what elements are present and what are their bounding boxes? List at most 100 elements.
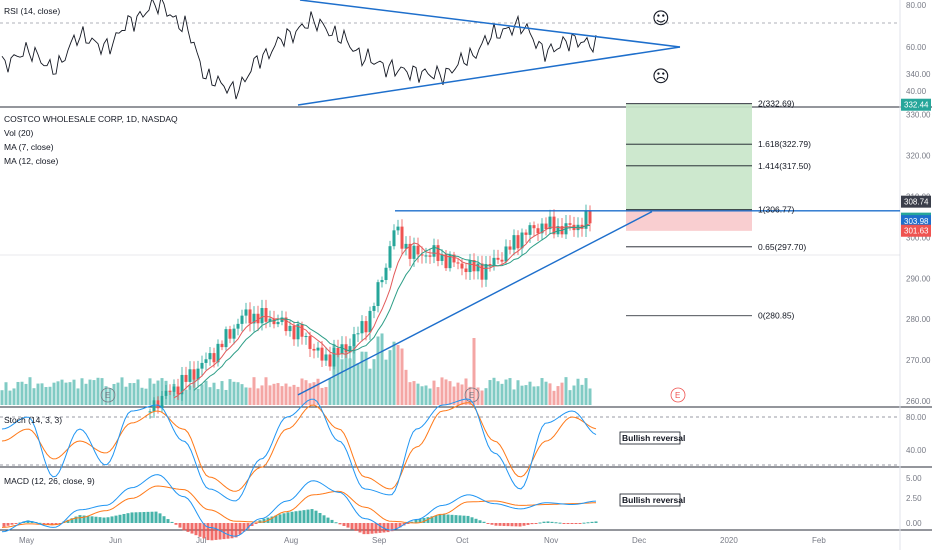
candle-body: [204, 359, 208, 363]
volume-bar: [500, 383, 504, 405]
volume-bar: [76, 388, 80, 405]
volume-bar: [484, 388, 488, 405]
volume-bar: [476, 387, 480, 405]
candle-body: [324, 354, 328, 361]
macd-histogram-bar: [342, 523, 346, 526]
candle-body: [356, 333, 360, 335]
candle-body: [368, 310, 372, 333]
macd-histogram-bar: [38, 522, 42, 524]
macd-histogram-bar: [178, 523, 182, 528]
macd-histogram-bar: [74, 516, 78, 523]
candle-body: [352, 334, 356, 347]
ma12-line: [193, 225, 591, 391]
macd-histogram-bar: [146, 511, 150, 523]
macd-histogram-bar: [162, 516, 166, 523]
candle-body: [340, 344, 344, 354]
macd-histogram-bar: [334, 522, 338, 524]
volume-bar: [568, 390, 572, 405]
macd-histogram-bar: [590, 521, 594, 523]
volume-bar: [28, 377, 32, 405]
candle-body: [536, 228, 540, 234]
candle-body: [448, 254, 452, 269]
candle-body: [528, 225, 532, 235]
volume-bar: [412, 381, 416, 405]
candle-body: [504, 246, 508, 262]
candle-body: [456, 262, 460, 264]
candle-body: [172, 386, 176, 392]
macd-histogram-bar: [126, 513, 130, 523]
macd-histogram-bar: [194, 523, 198, 536]
candle-body: [568, 223, 572, 225]
candle-body: [360, 321, 364, 334]
time-axis[interactable]: May Jun Jul Aug Sep Oct Nov Dec 2020 Feb: [19, 536, 826, 545]
rsi-line: [1, 0, 597, 100]
candle-body: [540, 223, 544, 234]
macd-histogram-bar: [434, 515, 438, 523]
candle-body: [160, 395, 164, 409]
macd-histogram-bar: [510, 523, 514, 527]
candle-body: [552, 216, 556, 235]
earnings-marker: [100, 387, 116, 403]
volume-bar: [380, 333, 384, 405]
time-axis-label: Feb: [812, 536, 826, 545]
macd-histogram-bar: [282, 513, 286, 523]
price-axis-label: 340.00: [906, 70, 931, 79]
volume-bar: [24, 383, 28, 405]
stoch-legend: Stoch (14, 3, 3): [4, 415, 62, 425]
volume-bar: [520, 385, 524, 405]
volume-bar: [196, 388, 200, 405]
volume-bar: [8, 390, 12, 405]
macd-signal-line: [1, 485, 596, 528]
volume-bar: [460, 384, 464, 405]
price-axis-label: 280.00: [906, 315, 931, 324]
volume-bar: [312, 382, 316, 405]
candle-body: [264, 308, 268, 322]
macd-histogram-bar: [546, 521, 550, 523]
stoch-note: Bullish reversal: [622, 433, 685, 443]
macd-histogram-bar: [134, 512, 138, 523]
volume-bar: [20, 381, 24, 405]
macd-histogram-bar: [394, 523, 398, 530]
volume-bar: [136, 379, 140, 405]
volume-bar: [424, 385, 428, 405]
macd-histogram-bar: [114, 515, 118, 523]
volume-bar: [96, 377, 100, 405]
macd-histogram-bar: [110, 516, 114, 523]
candle-body: [532, 225, 536, 229]
macd-histogram-bar: [470, 517, 474, 523]
macd-histogram-bar: [594, 521, 598, 523]
candle-body: [232, 328, 236, 339]
macd-histogram-bar: [238, 523, 242, 535]
volume-bar: [304, 380, 308, 405]
macd-histogram-bar: [538, 522, 542, 524]
candle-body: [308, 336, 312, 349]
volume-bar: [228, 379, 232, 405]
candle-body: [252, 313, 256, 324]
volume-bar: [436, 387, 440, 405]
macd-histogram-bar: [66, 519, 70, 523]
volume-bar: [512, 389, 516, 405]
candle-body: [492, 257, 496, 266]
candle-body: [152, 400, 156, 412]
macd-histogram-bar: [418, 518, 422, 523]
candle-body: [304, 336, 308, 338]
price-tag-label: 332.44: [904, 101, 929, 110]
macd-legend: MACD (12, 26, close, 9): [4, 476, 95, 486]
volume-bar: [320, 387, 324, 405]
macd-histogram-bar: [198, 523, 202, 537]
candle-body: [248, 309, 252, 324]
macd-histogram-bar: [430, 516, 434, 523]
candle-body: [396, 226, 400, 231]
volume-bar: [168, 390, 172, 405]
candle-body: [272, 318, 276, 325]
macd-histogram-bar: [350, 523, 354, 530]
volume-bar: [292, 384, 296, 405]
macd-histogram-bar: [254, 523, 258, 524]
price-tag: [901, 215, 931, 228]
candle-body: [240, 315, 244, 324]
candle-body: [520, 232, 524, 249]
macd-histogram-bar: [46, 523, 50, 525]
volume-bar: [388, 350, 392, 405]
volume-bar: [496, 381, 500, 405]
